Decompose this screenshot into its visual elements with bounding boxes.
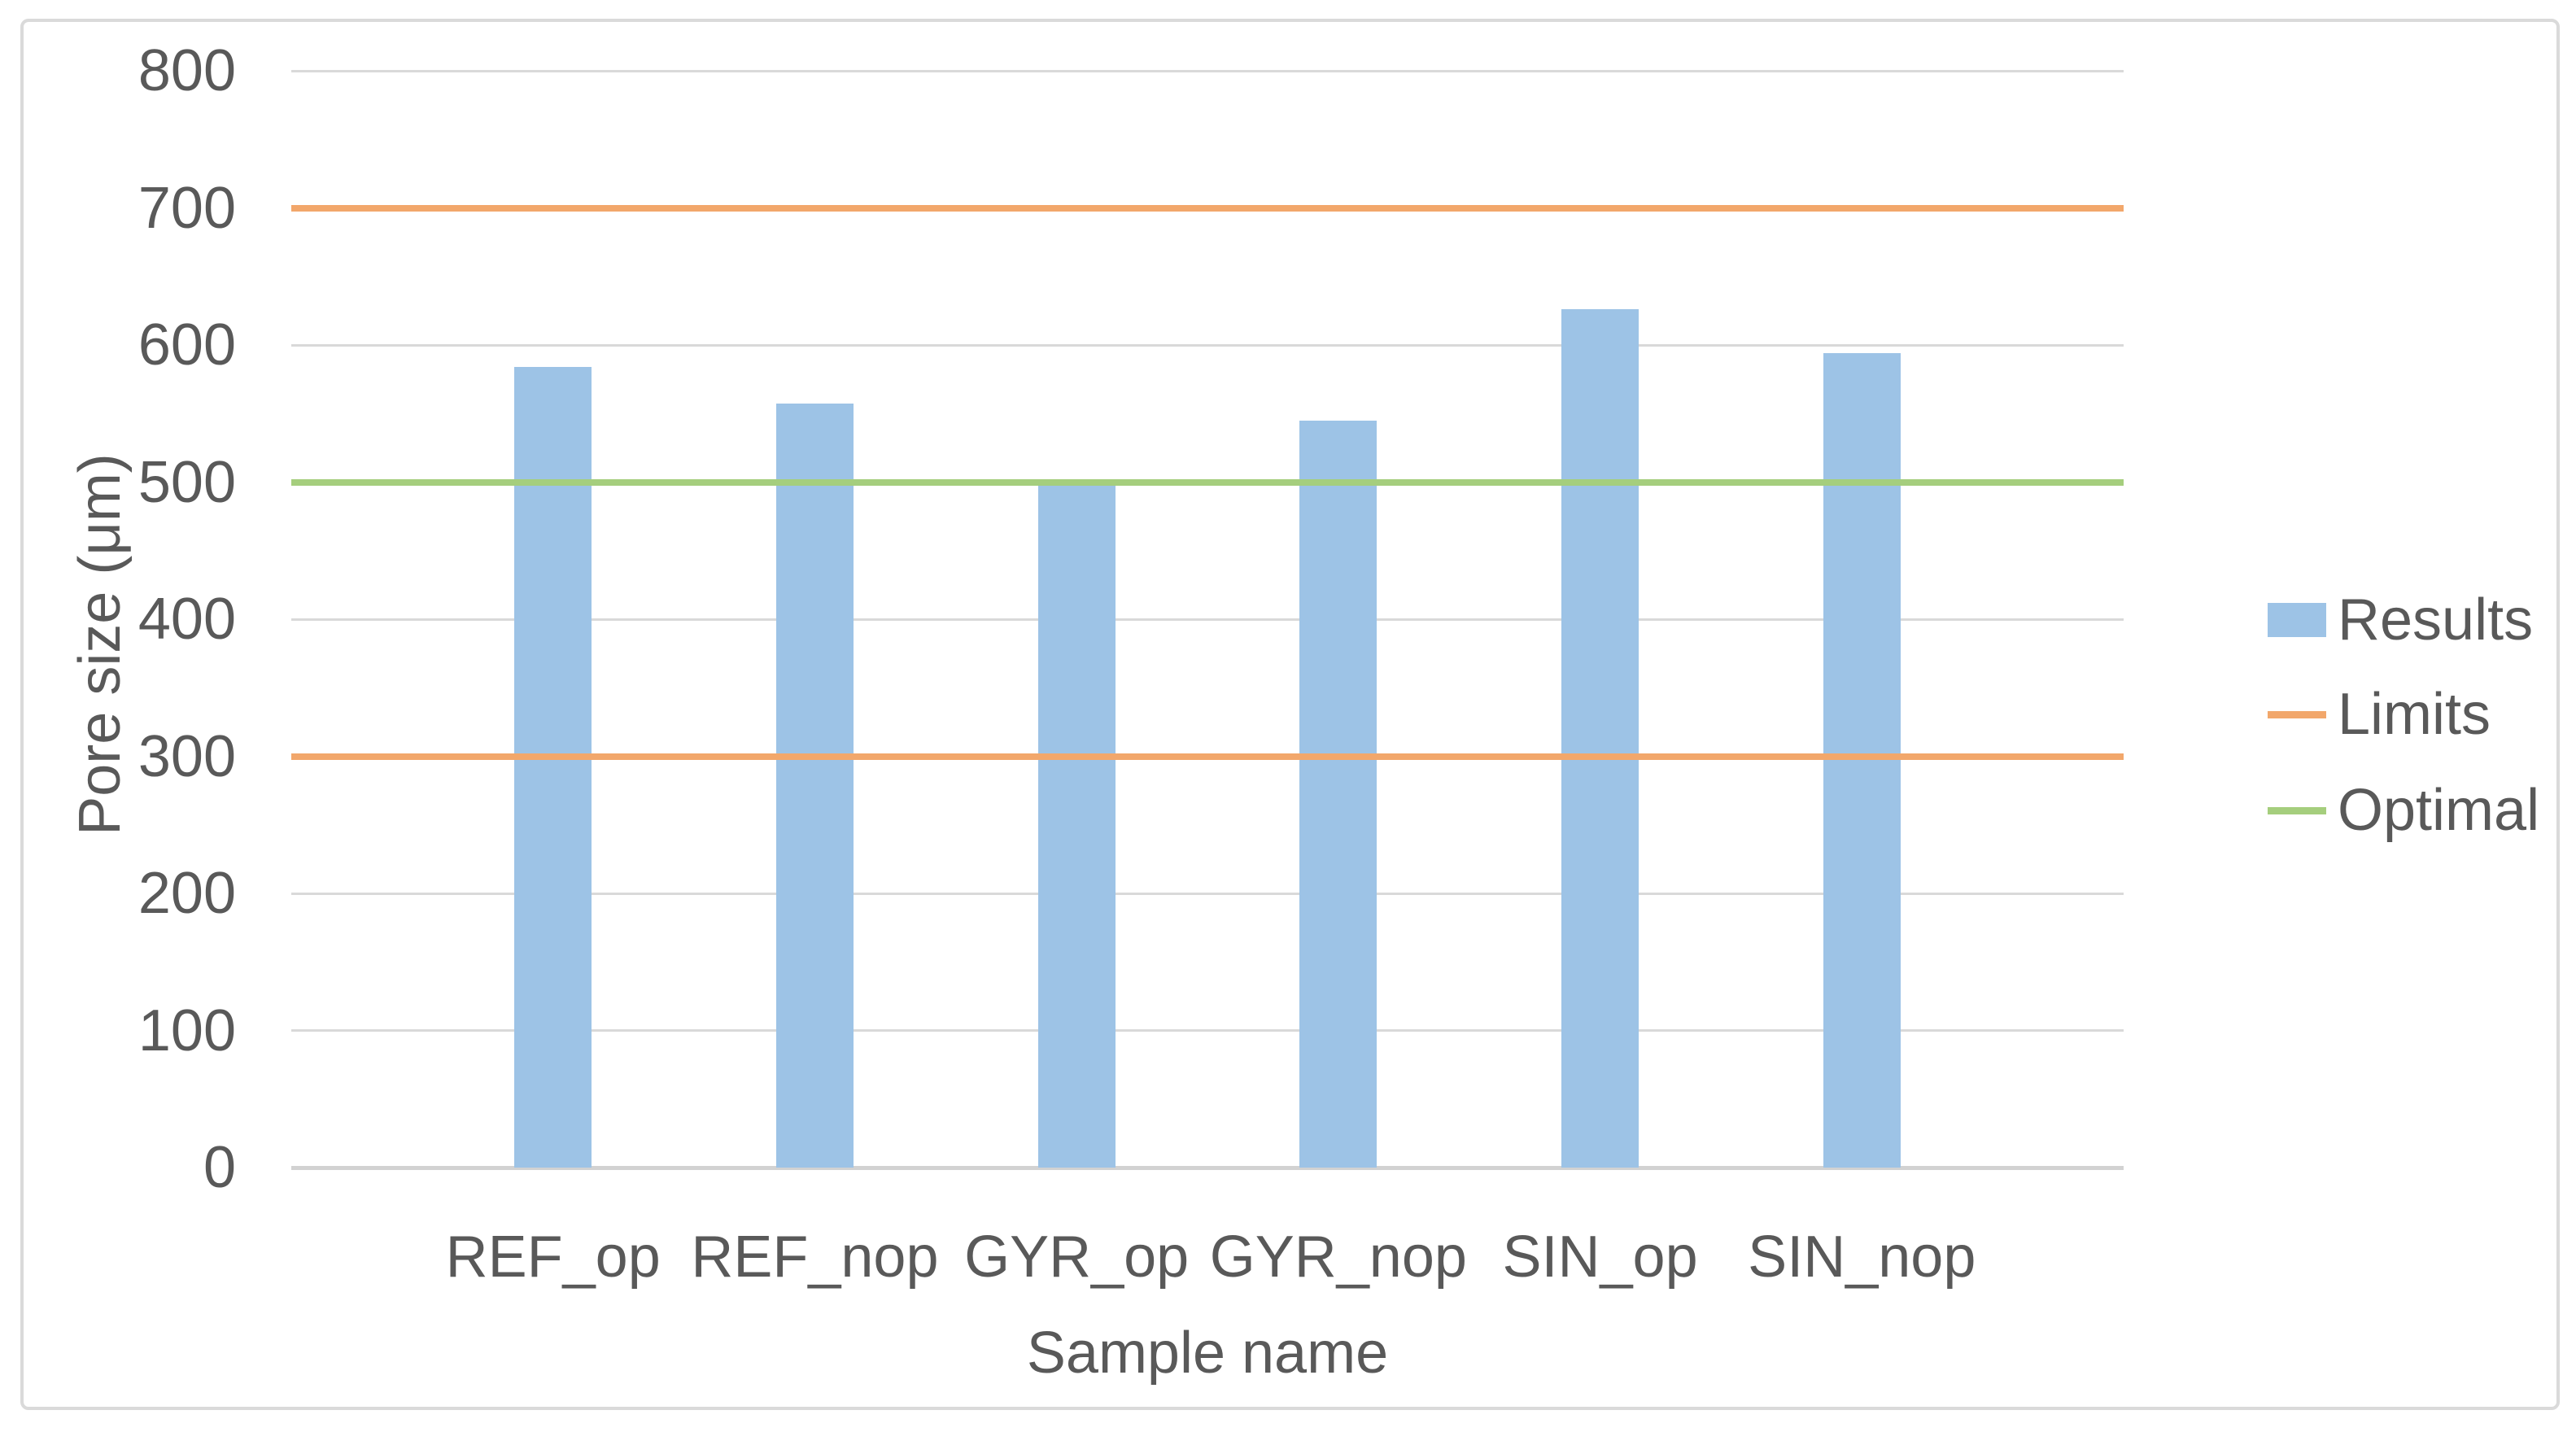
y-tick-label-300: 300 — [138, 723, 236, 789]
legend-label-optimal: Optimal — [2338, 778, 2540, 843]
y-tick-label-700: 700 — [138, 175, 236, 241]
legend-item-results: Results — [2268, 587, 2533, 653]
optimal-line-500 — [291, 478, 2124, 486]
gridline-200 — [291, 892, 2124, 895]
plot-area — [291, 69, 2124, 1170]
y-tick-label-500: 500 — [138, 449, 236, 515]
bar-REF_op — [514, 366, 592, 1168]
legend-item-optimal: Optimal — [2268, 778, 2539, 843]
y-tick-label-400: 400 — [138, 587, 236, 652]
x-tick-label-SIN_op: SIN_op — [1502, 1225, 1698, 1290]
legend-label-limits: Limits — [2338, 682, 2491, 747]
gridline-400 — [291, 618, 2124, 621]
legend-swatch-results — [2268, 603, 2326, 637]
x-tick-label-GYR_op: GYR_op — [964, 1225, 1190, 1290]
limits-line-700 — [291, 204, 2124, 212]
legend-swatch-limits — [2268, 710, 2326, 718]
gridline-0 — [291, 1165, 2124, 1170]
x-tick-label-GYR_nop: GYR_nop — [1209, 1225, 1467, 1290]
y-tick-label-100: 100 — [138, 998, 236, 1063]
limits-line-300 — [291, 753, 2124, 760]
bar-GYR_nop — [1299, 420, 1378, 1168]
x-tick-label-REF_nop: REF_nop — [691, 1225, 939, 1290]
y-tick-label-800: 800 — [138, 38, 236, 103]
gridline-600 — [291, 343, 2124, 347]
x-tick-label-REF_op: REF_op — [445, 1225, 661, 1290]
x-axis-title: Sample name — [1026, 1321, 1389, 1386]
y-tick-label-0: 0 — [203, 1135, 236, 1200]
legend-item-limits: Limits — [2268, 682, 2491, 747]
gridline-800 — [291, 69, 2124, 72]
bar-GYR_op — [1037, 484, 1116, 1168]
chart-outer-border — [20, 19, 2560, 1410]
bar-SIN_nop — [1823, 353, 1901, 1168]
x-tick-label-SIN_nop: SIN_nop — [1748, 1225, 1976, 1290]
gridline-100 — [291, 1029, 2124, 1032]
bar-SIN_op — [1561, 309, 1639, 1168]
y-tick-label-600: 600 — [138, 312, 236, 378]
legend-swatch-optimal — [2268, 806, 2326, 814]
y-tick-label-200: 200 — [138, 861, 236, 926]
bar-REF_nop — [775, 404, 854, 1168]
legend-label-results: Results — [2338, 587, 2534, 653]
